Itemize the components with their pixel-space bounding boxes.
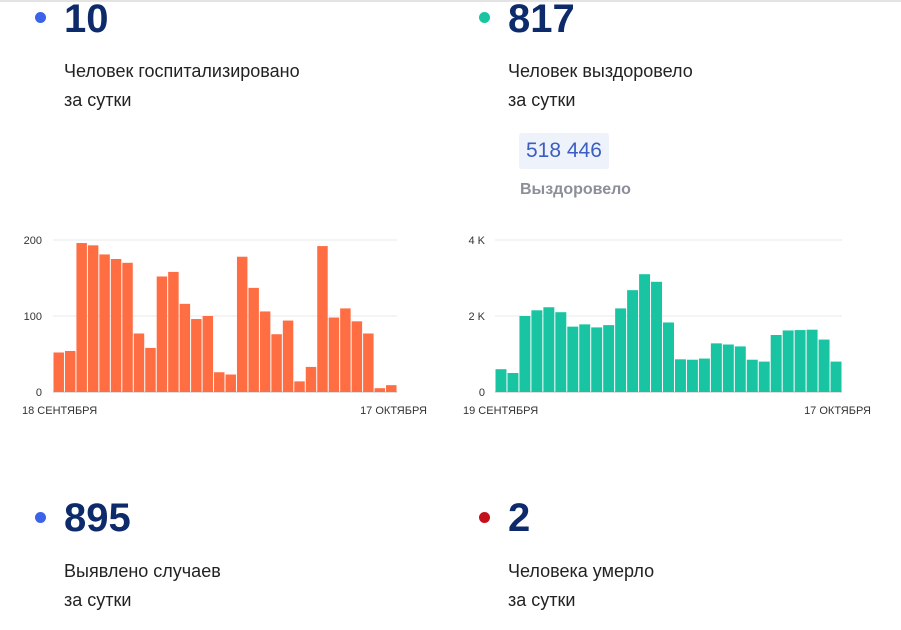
cases-label-line1: Выявлено случаев xyxy=(64,561,221,581)
recov-bar xyxy=(495,369,507,392)
hosp-bar xyxy=(374,388,386,392)
recov-bar xyxy=(818,339,830,392)
recov-bar xyxy=(746,359,758,392)
recov-bar xyxy=(722,344,734,392)
recov-bar xyxy=(603,325,615,392)
recovered-label-line2: за сутки xyxy=(508,90,576,110)
hosp-bar xyxy=(317,246,328,392)
cases-dot xyxy=(35,512,46,523)
hosp-bar xyxy=(99,254,110,392)
hosp-bar xyxy=(133,333,145,392)
recovered-value: 817 xyxy=(508,0,575,41)
hosp-bar xyxy=(328,317,340,392)
recov-x-end-label: 17 ОКТЯБРЯ xyxy=(804,405,871,417)
recov-bar xyxy=(782,330,794,392)
recov-ytick-label: 4 K xyxy=(468,235,485,247)
recov-bar xyxy=(794,330,806,392)
recov-bar xyxy=(639,274,651,392)
hosp-bar xyxy=(53,352,64,392)
recov-bar xyxy=(555,312,567,392)
hosp-bar xyxy=(363,333,374,392)
recovered-label-line1: Человек выздоровело xyxy=(508,61,693,81)
recov-ytick-label: 2 K xyxy=(468,311,485,323)
recov-bar xyxy=(543,307,555,392)
recov-bar xyxy=(674,359,686,392)
recov-bar xyxy=(698,358,710,392)
recov-bar xyxy=(806,329,818,392)
hosp-bar xyxy=(305,366,317,392)
recov-bar xyxy=(686,359,698,392)
recov-bar xyxy=(531,310,543,392)
deaths-label-line2: за сутки xyxy=(508,590,576,610)
recov-bar xyxy=(651,281,663,392)
hosp-bar xyxy=(340,308,351,392)
deaths-value: 2 xyxy=(508,496,531,540)
hosp-bar xyxy=(271,334,282,392)
hosp-x-end-label: 17 ОКТЯБРЯ xyxy=(360,405,427,417)
hospitalized-dot xyxy=(35,12,46,23)
hosp-bar xyxy=(76,243,87,392)
recov-bar xyxy=(579,324,591,392)
cases-value: 895 xyxy=(64,496,131,540)
recov-bar xyxy=(591,327,603,392)
hosp-bar xyxy=(110,259,122,392)
recov-bar xyxy=(519,316,531,392)
recov-bar xyxy=(758,361,770,392)
recov-bar xyxy=(710,343,722,392)
recov-bar xyxy=(830,361,842,392)
recovered-total-label: Выздоровело xyxy=(520,181,631,198)
hosp-ytick-label: 0 xyxy=(36,387,42,399)
recov-ytick-label: 0 xyxy=(479,387,485,399)
recov-bar xyxy=(627,290,639,392)
recov-bar xyxy=(567,326,579,392)
hosp-chart: 0 100 200 18 СЕНТЯБРЯ 17 ОКТЯБРЯ xyxy=(22,235,427,417)
hosp-bar xyxy=(351,321,363,392)
hosp-x-start-label: 18 СЕНТЯБРЯ xyxy=(22,405,97,417)
hosp-bar xyxy=(64,350,76,392)
hosp-ytick-label: 200 xyxy=(24,235,42,247)
recov-bar xyxy=(663,322,674,392)
hosp-bar xyxy=(214,372,225,392)
recovered-total-badge: 518 446 xyxy=(519,133,609,169)
recov-bar xyxy=(507,373,519,392)
recov-bar xyxy=(734,346,746,392)
hosp-bar xyxy=(156,276,168,392)
hosp-bar xyxy=(202,316,214,392)
hosp-bar xyxy=(191,319,202,392)
hospitalized-label-line1: Человек госпитализировано xyxy=(64,61,300,81)
hosp-bar xyxy=(386,385,397,392)
deaths-label-line1: Человека умерло xyxy=(508,561,655,581)
hosp-ytick-label: 100 xyxy=(24,311,42,323)
cases-label-line2: за сутки xyxy=(64,590,132,610)
recov-x-start-label: 19 СЕНТЯБРЯ xyxy=(463,405,538,417)
recov-bar xyxy=(615,308,627,392)
recov-bar xyxy=(770,335,782,392)
hosp-bar xyxy=(236,256,248,392)
hosp-bar xyxy=(259,311,271,392)
deaths-dot xyxy=(479,512,490,523)
hosp-bar xyxy=(282,320,294,392)
recovered-dot xyxy=(479,12,490,23)
hosp-bar xyxy=(145,347,156,392)
hospitalized-label-line2: за сутки xyxy=(64,90,132,110)
hosp-bar xyxy=(248,287,259,392)
top-divider xyxy=(0,0,901,2)
hosp-bar xyxy=(168,271,179,392)
hosp-bar xyxy=(294,381,305,392)
hospitalized-value: 10 xyxy=(64,0,109,41)
hosp-bar xyxy=(225,374,236,392)
hosp-bar xyxy=(179,303,191,392)
recov-chart: 0 2 K 4 K 19 СЕНТЯБРЯ 17 ОКТЯБРЯ xyxy=(463,235,871,417)
hosp-bar xyxy=(122,262,133,392)
hosp-bar xyxy=(87,245,99,392)
